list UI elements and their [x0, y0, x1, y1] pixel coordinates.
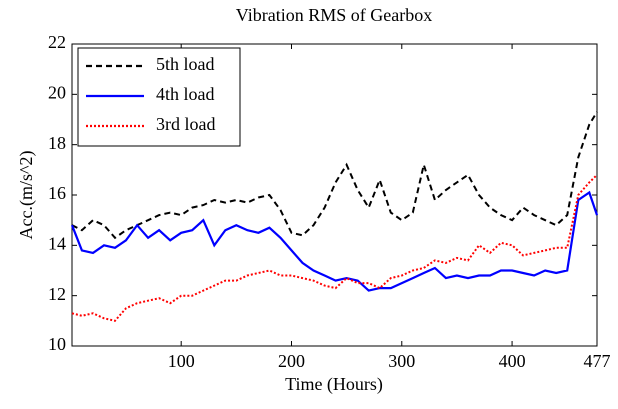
y-tick-label: 10 [48, 334, 66, 354]
x-axis-label: Time (Hours) [285, 374, 383, 395]
series-line [71, 111, 598, 240]
series-line [70, 190, 599, 292]
y-tick-label: 12 [48, 284, 66, 304]
y-tick-label: 20 [48, 82, 66, 102]
x-tick-label: 100 [168, 351, 195, 371]
x-tick-label: 300 [388, 351, 415, 371]
y-tick-label: 14 [48, 233, 66, 253]
chart-title: Vibration RMS of Gearbox [236, 5, 432, 25]
x-tick-label: 400 [499, 351, 526, 371]
y-tick-label: 18 [48, 133, 66, 153]
x-tick-label: 477 [584, 351, 611, 371]
legend-label: 3rd load [156, 114, 215, 134]
y-axis-label: Acc.(m/s^2) [16, 151, 37, 240]
x-tick-label: 200 [278, 351, 305, 371]
y-tick-label: 16 [48, 183, 66, 203]
legend-label: 4th load [156, 84, 215, 104]
legend-label: 5th load [156, 54, 215, 74]
series-line [71, 174, 598, 322]
y-tick-label: 22 [48, 32, 66, 52]
